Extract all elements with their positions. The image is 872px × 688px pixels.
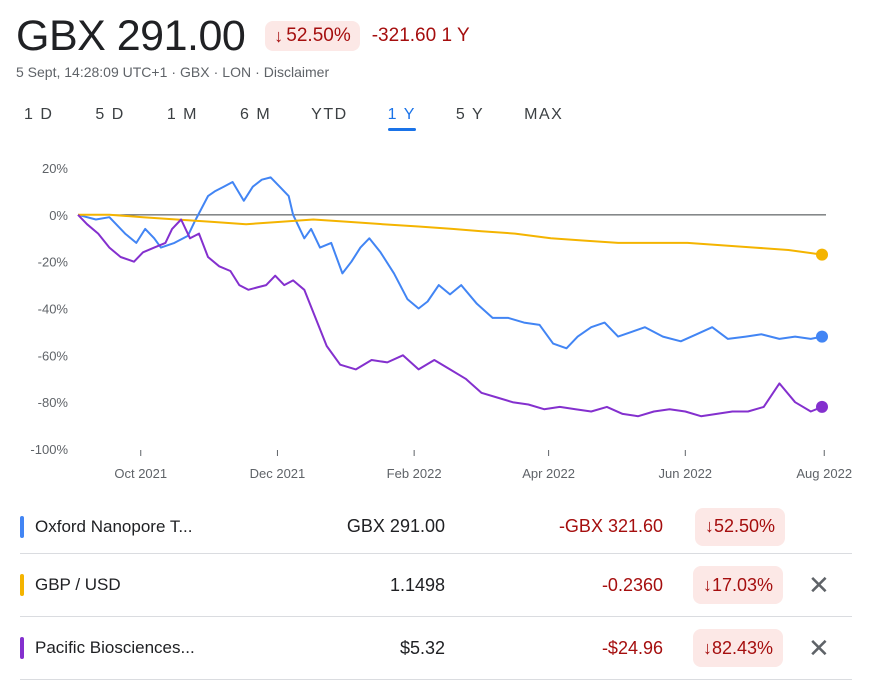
change-percent-badge: ↓ 82.43% — [693, 629, 784, 667]
change-absolute: -321.60 1 Y — [372, 25, 470, 47]
series-line — [77, 176, 823, 350]
range-tab-ytd[interactable]: YTD — [311, 106, 348, 123]
y-tick-label: -60% — [38, 348, 69, 363]
security-price: GBX 291.00 — [346, 516, 445, 536]
comparison-table: Oxford Nanopore T... GBX 291.00 -GBX 321… — [20, 500, 852, 680]
y-tick-label: -40% — [38, 302, 69, 317]
comparison-chart[interactable]: 20% 0% -20% -40% -60% -80% -100% Oct 2021 Dec 20… — [0, 148, 872, 488]
quote-header: GBX 291.00 ↓ 52.50% -321.60 1 Y — [16, 10, 470, 62]
arrow-down-icon: ↓ — [703, 574, 712, 595]
disclaimer-link[interactable]: Disclaimer — [263, 64, 330, 80]
exchange: LON — [222, 64, 252, 80]
range-tab-1y[interactable]: 1 Y — [387, 106, 417, 131]
x-tick-label: Apr 2022 — [522, 466, 575, 481]
y-tick-label: -100% — [30, 442, 68, 457]
range-tab-5d[interactable]: 5 D — [95, 106, 125, 123]
change-percent-badge: ↓ 17.03% — [693, 566, 784, 604]
security-name: GBP / USD — [35, 575, 121, 594]
series-end-point — [816, 248, 828, 261]
x-tick-label: Jun 2022 — [659, 466, 713, 481]
currency: GBX — [180, 64, 210, 80]
security-price: $5.32 — [399, 637, 445, 658]
security-change-percent: 82.43% — [712, 637, 774, 658]
security-change-percent: 17.03% — [712, 574, 774, 595]
series-end-point — [816, 330, 828, 343]
change-period: 1 Y — [441, 25, 470, 46]
table-row[interactable]: GBP / USD 1.1498 -0.2360 ↓ 17.03% ✕ — [20, 554, 852, 617]
table-row[interactable]: Oxford Nanopore T... GBX 291.00 -GBX 321… — [20, 500, 852, 554]
security-change: -$24.96 — [601, 637, 663, 658]
security-name: Oxford Nanopore T... — [35, 516, 193, 536]
y-tick-label: -80% — [38, 395, 69, 410]
series-line — [78, 213, 823, 256]
range-tab-6m[interactable]: 6 M — [239, 106, 272, 123]
security-change-percent: 52.50% — [714, 516, 776, 536]
range-tab-5y[interactable]: 5 Y — [455, 106, 485, 123]
range-tabs: 1 D 5 D 1 M 6 M YTD 1 Y 5 Y MAX — [24, 106, 564, 131]
y-tick-label: 20% — [42, 161, 68, 176]
series-color-swatch — [20, 515, 24, 538]
x-tick-label: Aug 2022 — [796, 466, 852, 481]
remove-comparison-button[interactable]: ✕ — [808, 569, 830, 600]
series-end-point — [816, 400, 828, 413]
remove-comparison-button[interactable]: ✕ — [808, 632, 830, 663]
security-change: -0.2360 — [601, 574, 663, 595]
change-absolute-value: -321.60 — [371, 25, 437, 46]
y-tick-label: 0% — [49, 208, 68, 223]
security-name: Pacific Biosciences... — [35, 638, 195, 657]
security-change: -GBX 321.60 — [558, 516, 663, 536]
change-percent-badge: ↓ 52.50% — [265, 21, 360, 51]
arrow-down-icon: ↓ — [705, 516, 714, 536]
timestamp: 5 Sept, 14:28:09 UTC+1 — [16, 64, 168, 80]
current-price: GBX 291.00 — [16, 11, 246, 60]
series-line — [77, 214, 823, 418]
range-tab-max[interactable]: MAX — [524, 106, 564, 123]
quote-meta: 5 Sept, 14:28:09 UTC+1 · GBX · LON · Disclaime… — [16, 64, 330, 80]
table-row[interactable]: Pacific Biosciences... $5.32 -$24.96 ↓ 82… — [20, 617, 852, 680]
x-tick-label: Dec 2021 — [250, 466, 306, 481]
x-tick-label: Oct 2021 — [114, 466, 167, 481]
range-tab-1d[interactable]: 1 D — [24, 106, 54, 123]
security-price: 1.1498 — [389, 574, 445, 595]
arrow-down-icon: ↓ — [274, 25, 284, 46]
series-color-swatch — [20, 637, 24, 659]
arrow-down-icon: ↓ — [703, 637, 712, 658]
x-tick-label: Feb 2022 — [387, 466, 442, 481]
change-percent: 52.50% — [286, 25, 351, 46]
change-percent-badge: ↓ 52.50% — [695, 507, 786, 546]
range-tab-1m[interactable]: 1 M — [166, 106, 198, 123]
y-tick-label: -20% — [38, 255, 69, 270]
series-color-swatch — [20, 574, 24, 596]
